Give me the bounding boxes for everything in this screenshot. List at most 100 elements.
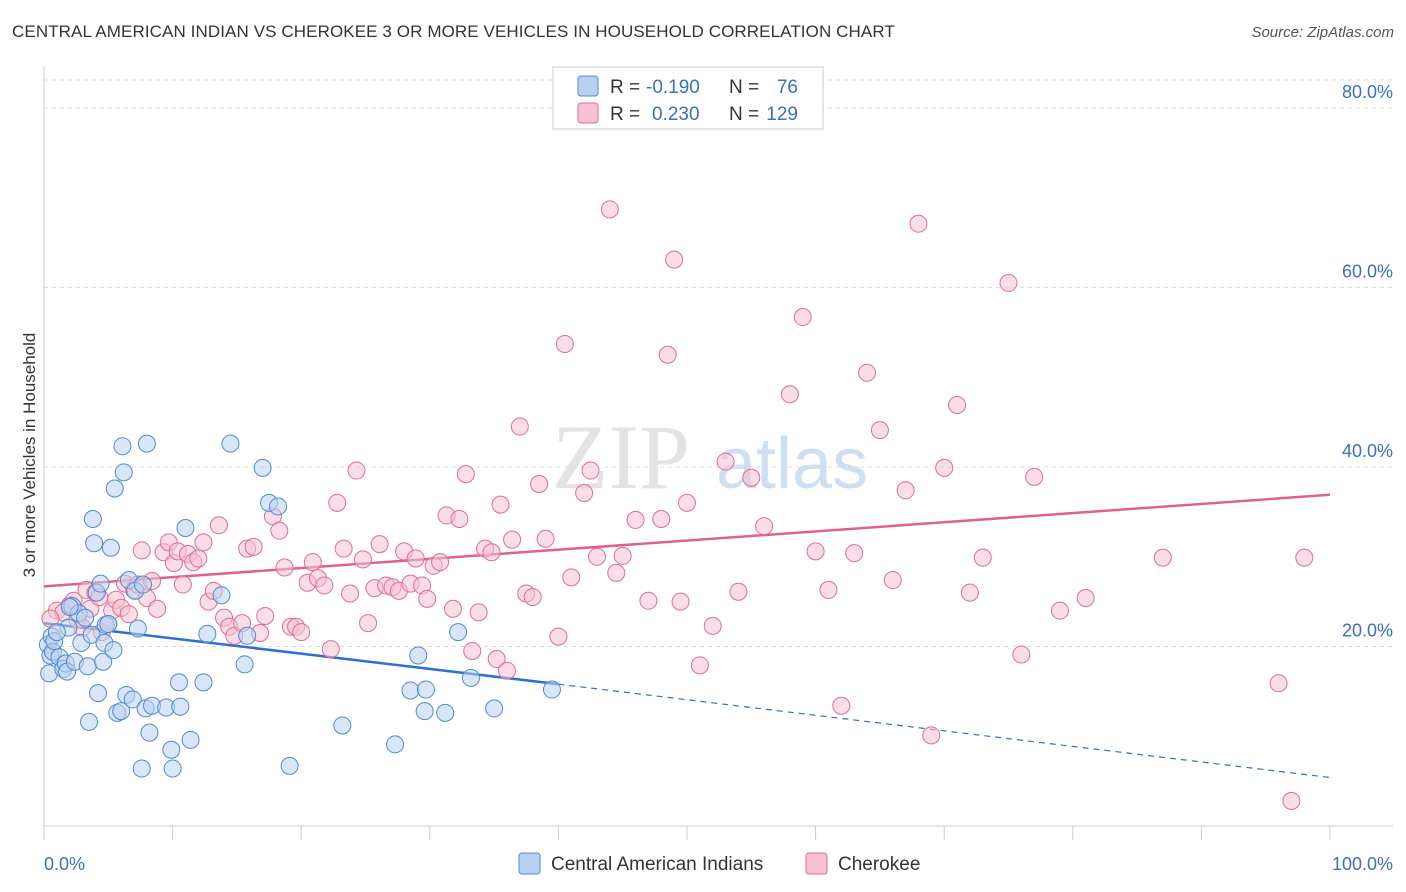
point-central-american-indians (253, 458, 272, 477)
point-central-american-indians (128, 619, 147, 638)
point-central-american-indians (415, 702, 434, 721)
point-central-american-indians (269, 497, 288, 516)
bottom-legend: Central American Indians Cherokee (518, 852, 920, 875)
bottom-legend-swatch-pink (805, 852, 828, 875)
point-cherokee (523, 588, 542, 607)
point-cherokee (1153, 548, 1172, 567)
point-cherokee (690, 656, 709, 675)
point-cherokee (587, 547, 606, 566)
point-central-american-indians (76, 608, 95, 627)
point-cherokee (270, 521, 289, 540)
y-axis-label: 3 or more Vehicles in Household (20, 333, 39, 578)
y-tick-label: 80.0% (1342, 82, 1393, 102)
point-cherokee (482, 543, 501, 562)
point-cherokee (678, 493, 696, 512)
bottom-legend-label-1: Central American Indians (551, 854, 763, 875)
point-central-american-indians (485, 699, 504, 718)
point-cherokee (1025, 467, 1044, 486)
point-cherokee (536, 529, 555, 548)
point-central-american-indians (80, 712, 99, 731)
point-cherokee (370, 535, 389, 554)
point-cherokee (173, 575, 192, 594)
point-cherokee (793, 308, 812, 327)
source-label: Source: ZipAtlas.com (1251, 24, 1394, 41)
y-tick-label: 60.0% (1342, 261, 1393, 281)
legend-r-value-2: 0.230 (652, 104, 700, 125)
point-cherokee (999, 273, 1018, 292)
point-cherokee (418, 589, 437, 608)
point-central-american-indians (132, 759, 151, 778)
point-cherokee (780, 385, 799, 404)
trendline-cherokee (43, 493, 1331, 588)
point-cherokee (562, 568, 581, 587)
y-tick-label: 40.0% (1342, 441, 1393, 461)
legend-box: R = -0.190 N = 76 R = 0.230 N = 129 (552, 66, 824, 130)
point-cherokee (729, 582, 748, 601)
point-cherokee (510, 417, 529, 436)
point-cherokee (600, 200, 619, 219)
point-cherokee (607, 563, 626, 582)
point-cherokee (1012, 645, 1031, 664)
legend-n-label-1: N = (729, 77, 759, 98)
point-cherokee (870, 421, 889, 440)
point-cherokee (491, 495, 510, 514)
point-central-american-indians (91, 574, 110, 593)
point-central-american-indians (104, 641, 123, 660)
point-cherokee (341, 584, 360, 603)
point-cherokee (347, 461, 366, 480)
point-cherokee (1076, 589, 1095, 608)
point-central-american-indians (78, 657, 97, 676)
point-central-american-indians (238, 626, 257, 645)
point-central-american-indians (83, 510, 102, 529)
point-central-american-indians (162, 740, 181, 759)
point-central-american-indians (280, 756, 299, 775)
point-cherokee (613, 546, 632, 565)
point-cherokee (575, 483, 594, 502)
point-cherokee (497, 661, 516, 680)
point-central-american-indians (461, 668, 480, 687)
point-cherokee (555, 334, 574, 353)
point-central-american-indians (171, 697, 190, 716)
legend-r-label-2: R = (610, 104, 640, 125)
point-cherokee (132, 541, 151, 560)
point-cherokee (328, 493, 347, 512)
point-cherokee (626, 510, 645, 529)
point-cherokee (315, 576, 334, 595)
point-cherokee (303, 553, 322, 572)
point-cherokee (148, 599, 167, 618)
point-central-american-indians (123, 690, 142, 709)
point-cherokee (909, 214, 928, 233)
trendline-central-american-indians-extension (558, 683, 1331, 779)
point-cherokee (948, 396, 967, 415)
point-central-american-indians (401, 681, 420, 700)
point-cherokee (487, 650, 506, 669)
point-central-american-indians (112, 702, 131, 721)
bottom-legend-label-2: Cherokee (838, 854, 920, 875)
point-cherokee (549, 627, 568, 646)
point-central-american-indians (436, 703, 455, 722)
point-central-american-indians (140, 723, 159, 742)
point-central-american-indians (105, 479, 124, 498)
point-central-american-indians (114, 463, 133, 482)
point-central-american-indians (194, 673, 213, 692)
point-central-american-indians (60, 597, 79, 616)
point-central-american-indians (99, 615, 118, 634)
gridlines: 20.0% 40.0% 60.0% 80.0% (44, 79, 1393, 647)
point-central-american-indians (94, 652, 113, 671)
point-cherokee (832, 696, 851, 715)
point-cherokee (639, 591, 658, 610)
point-cherokee (456, 465, 475, 484)
legend-n-value-2: 129 (766, 104, 798, 125)
point-cherokee (960, 583, 979, 602)
point-central-american-indians (137, 434, 156, 453)
legend-n-label-2: N = (729, 104, 759, 125)
point-cherokee (209, 516, 228, 535)
legend-swatch-pink (577, 102, 599, 124)
legend-r-value-1: -0.190 (646, 77, 700, 98)
point-central-american-indians (47, 623, 66, 642)
point-central-american-indians (409, 646, 428, 665)
point-central-american-indians (221, 434, 240, 453)
axes (43, 66, 1393, 840)
point-cherokee (275, 558, 294, 577)
